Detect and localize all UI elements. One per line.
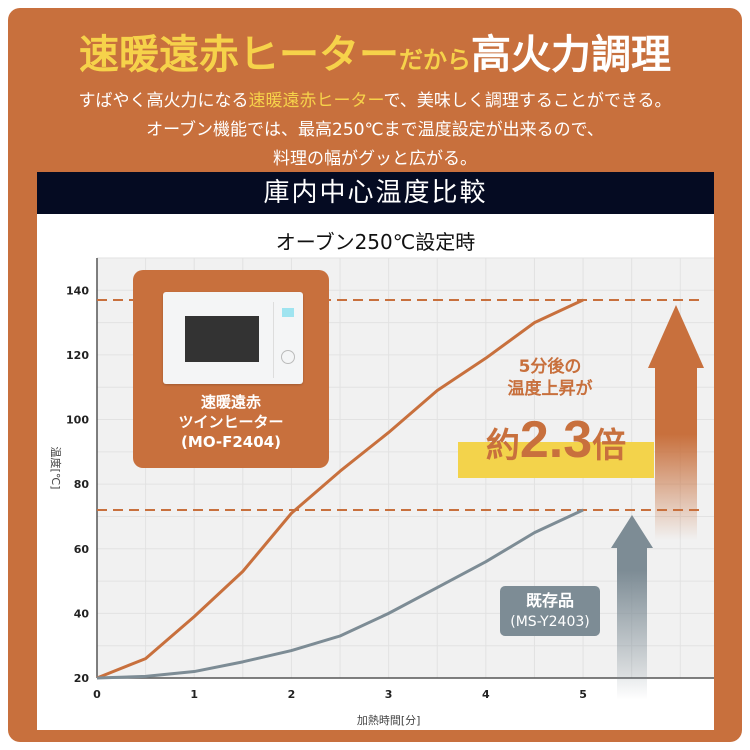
desc-text: すばやく高火力になる	[78, 91, 249, 111]
y-tick-label: 100	[66, 414, 89, 427]
multiplier-suffix: 倍	[592, 426, 627, 466]
multiplier-prefix: 約	[485, 426, 520, 466]
orange-up-arrow	[648, 305, 704, 540]
multiplier-value: 2.3	[519, 411, 593, 469]
y-tick-label: 60	[74, 543, 90, 556]
y-tick-label: 120	[66, 349, 89, 362]
y-axis-label: 温度[℃]	[49, 447, 63, 490]
description-line-3: 料理の幅がグッと広がる。	[273, 149, 477, 169]
callout-line-2: 温度上昇が	[507, 379, 593, 399]
headline-heater: 速暖遠赤ヒーター	[79, 31, 399, 78]
headline-cooking: 高火力調理	[471, 31, 671, 78]
callout-text: 5分後の 温度上昇が	[440, 356, 660, 400]
existing-model: (MS-Y2403)	[510, 614, 590, 630]
x-tick-label: 3	[385, 688, 393, 701]
y-tick-label: 20	[74, 672, 90, 685]
chart-condition: オーブン250℃設定時	[275, 230, 476, 254]
product-card: 速暖遠赤ツインヒーター (MO-F2404)	[133, 270, 329, 468]
headline-connector: だから	[399, 45, 471, 74]
callout-line-1: 5分後の	[518, 357, 582, 377]
y-tick-label: 140	[66, 284, 89, 297]
multiplier-badge: 約2.3倍	[458, 410, 654, 478]
desc-text: で、美味しく調理することができる。	[383, 91, 672, 111]
existing-name: 既存品	[525, 591, 574, 610]
x-tick-label: 5	[579, 688, 587, 701]
microwave-image	[163, 292, 303, 384]
x-tick-label: 4	[482, 688, 490, 701]
headline: 速暖遠赤ヒーターだから高火力調理	[0, 22, 750, 80]
existing-product-label: 既存品 (MS-Y2403)	[500, 586, 600, 636]
product-name: 速暖遠赤	[200, 393, 261, 411]
x-tick-label: 2	[288, 688, 296, 701]
x-tick-label: 1	[190, 688, 198, 701]
desc-highlight: 速暖遠赤ヒーター	[248, 91, 384, 111]
x-tick-label: 0	[93, 688, 101, 701]
description-line-1: すばやく高火力になる速暖遠赤ヒーターで、美味しく調理することができる。	[0, 86, 750, 111]
y-tick-label: 80	[74, 478, 90, 491]
section-title: 庫内中心温度比較	[37, 172, 714, 214]
description-line-2: オーブン機能では、最高250℃まで温度設定が出来るので、	[146, 120, 604, 140]
product-model: (MO-F2404)	[181, 433, 281, 451]
gray-up-arrow	[611, 515, 653, 700]
y-tick-label: 40	[74, 607, 90, 620]
product-heater: ツインヒーター	[178, 413, 284, 431]
x-axis-label: 加熱時間[分]	[357, 714, 421, 727]
